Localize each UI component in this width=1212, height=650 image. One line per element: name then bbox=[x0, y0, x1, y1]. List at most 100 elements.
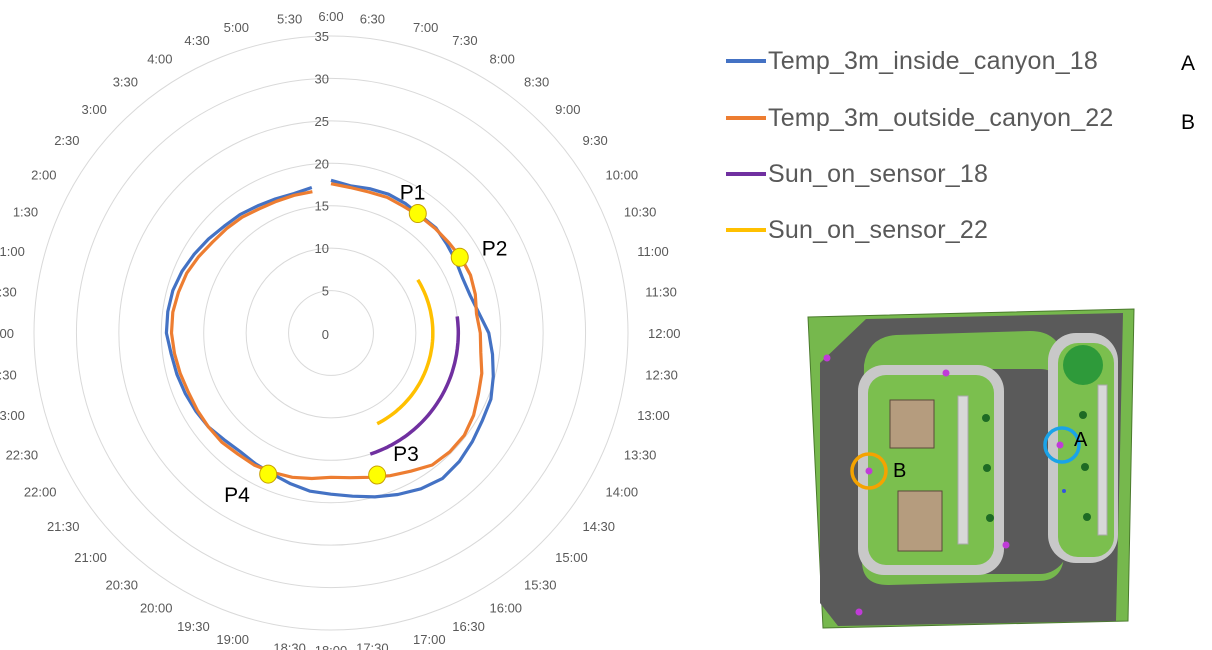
time-tick-label: 18:30 bbox=[273, 640, 306, 650]
radar-grid bbox=[33, 35, 629, 631]
grid-ring bbox=[75, 77, 587, 589]
grid-ring bbox=[33, 35, 629, 631]
marker-dot bbox=[368, 465, 387, 485]
time-tick-label: 11:30 bbox=[645, 285, 677, 300]
time-tick-label: 6:00 bbox=[318, 9, 343, 24]
tree-small bbox=[983, 464, 991, 472]
marker-label: P3 bbox=[393, 443, 419, 466]
legend-swatch bbox=[726, 59, 766, 63]
legend-item-sun-22: Sun_on_sensor_22 bbox=[726, 213, 988, 247]
time-tick-label: 4:30 bbox=[184, 33, 209, 48]
bench-strip-east bbox=[1097, 384, 1108, 536]
sensor-a-label: A bbox=[1074, 429, 1088, 451]
grid-ring bbox=[245, 247, 417, 419]
time-tick-label: 12:00 bbox=[648, 326, 681, 341]
time-tick-label: 14:30 bbox=[582, 519, 615, 534]
time-tick-label: 19:00 bbox=[216, 632, 249, 647]
time-tick-label: 0:30 bbox=[0, 285, 17, 300]
time-tick-label: 3:30 bbox=[113, 75, 138, 90]
series-layer bbox=[164, 178, 495, 499]
sensor-dot bbox=[855, 608, 863, 616]
time-tick-label: 16:30 bbox=[452, 619, 485, 634]
time-tick-label: 18:00 bbox=[315, 643, 348, 650]
time-tick-label: 20:00 bbox=[140, 601, 173, 616]
time-tick-label: 22:30 bbox=[6, 447, 39, 462]
grid-ring bbox=[288, 290, 374, 376]
time-tick-label: 3:00 bbox=[82, 102, 107, 117]
legend-swatch bbox=[726, 116, 766, 120]
radial-tick-label: 5 bbox=[322, 284, 329, 299]
marker-label: P1 bbox=[400, 182, 426, 205]
time-tick-label: 21:00 bbox=[74, 550, 107, 565]
time-tick-label: 1:00 bbox=[0, 244, 25, 259]
marker-dot bbox=[450, 247, 469, 267]
legend-swatch bbox=[726, 228, 766, 232]
time-tick-label: 4:00 bbox=[147, 51, 172, 66]
site-map: B A bbox=[807, 308, 1135, 629]
marker-label: P4 bbox=[224, 484, 250, 507]
time-tick-label: 15:30 bbox=[524, 577, 557, 592]
time-tick-label: 8:30 bbox=[524, 75, 549, 90]
time-tick-label: 17:30 bbox=[356, 640, 389, 650]
time-tick-label: 14:00 bbox=[606, 485, 639, 500]
radial-tick-label: 0 bbox=[322, 327, 329, 342]
time-tick-label: 22:00 bbox=[24, 485, 57, 500]
time-tick-label: 2:00 bbox=[31, 168, 56, 183]
radial-tick-label: 15 bbox=[315, 199, 329, 214]
time-tick-label: 5:30 bbox=[277, 12, 302, 27]
marker-label: P2 bbox=[482, 237, 508, 260]
time-tick-labels: 6:00 6:30 7:00 7:30 8:00 8:30 9:00 9:30 10:00 10:… bbox=[0, 9, 681, 650]
time-tick-label: 23:30 bbox=[0, 367, 17, 382]
series-line bbox=[164, 178, 495, 499]
sensor-b-circle bbox=[850, 452, 888, 490]
legend-label: Temp_3m_outside_canyon_22 bbox=[768, 103, 1114, 132]
time-tick-label: 1:30 bbox=[13, 205, 38, 220]
marker-layer: P1 P2 P3 P4 bbox=[224, 182, 507, 508]
radar-chart: 0 5 10 15 20 25 30 35 6:00 6:30 7:00 7:30 8:00 8:30 9… bbox=[0, 9, 681, 650]
time-tick-label: 13:00 bbox=[637, 408, 670, 423]
time-tick-label: 21:30 bbox=[47, 519, 80, 534]
time-tick-label: 19:30 bbox=[177, 619, 210, 634]
legend-label: Temp_3m_inside_canyon_18 bbox=[768, 46, 1099, 75]
time-tick-label: 9:30 bbox=[582, 133, 607, 148]
legend-item-outside-canyon: Temp_3m_outside_canyon_22 bbox=[726, 101, 1114, 135]
time-tick-label: 20:30 bbox=[105, 577, 138, 592]
tree-small bbox=[1081, 463, 1089, 471]
marker-dot bbox=[259, 464, 278, 484]
legend-tag-b: B bbox=[1181, 111, 1196, 134]
time-tick-label: 17:00 bbox=[413, 632, 446, 647]
radial-tick-label: 25 bbox=[315, 114, 329, 129]
grid-ring bbox=[160, 162, 502, 504]
time-tick-label: 6:30 bbox=[360, 12, 385, 27]
sensor-dot bbox=[1002, 541, 1010, 549]
time-tick-label: 12:30 bbox=[645, 367, 678, 382]
radial-tick-label: 30 bbox=[315, 71, 329, 86]
tree-small bbox=[982, 414, 990, 422]
time-tick-label: 10:00 bbox=[606, 168, 639, 183]
legend-item-inside-canyon: Temp_3m_inside_canyon_18 bbox=[726, 44, 1098, 78]
sensor-dot bbox=[865, 467, 873, 475]
tree-large bbox=[1063, 345, 1103, 385]
sensor-dot bbox=[823, 354, 831, 362]
time-tick-label: 10:30 bbox=[624, 205, 657, 220]
radial-tick-labels: 0 5 10 15 20 25 30 35 bbox=[315, 29, 329, 342]
time-tick-label: 2:30 bbox=[54, 133, 79, 148]
legend-tag-a: A bbox=[1181, 52, 1196, 75]
time-tick-label: 11:00 bbox=[637, 244, 669, 259]
marker-dot bbox=[408, 204, 427, 224]
series-arc bbox=[376, 278, 435, 426]
sensor-dot-blue bbox=[1062, 489, 1066, 493]
legend-label: Sun_on_sensor_18 bbox=[768, 159, 989, 188]
time-tick-label: 0:00 bbox=[0, 326, 14, 341]
legend-item-sun-18: Sun_on_sensor_18 bbox=[726, 157, 988, 191]
sensor-a-circle bbox=[1043, 426, 1081, 464]
grid-ring bbox=[118, 120, 544, 546]
legend: Temp_3m_inside_canyon_18 A Temp_3m_outsi… bbox=[726, 38, 1206, 268]
radial-tick-label: 20 bbox=[315, 156, 329, 171]
radial-tick-label: 10 bbox=[315, 241, 329, 256]
legend-label: Sun_on_sensor_22 bbox=[768, 215, 989, 244]
tree-small bbox=[986, 514, 994, 522]
time-tick-label: 7:00 bbox=[413, 20, 438, 35]
radial-tick-label: 35 bbox=[315, 29, 329, 44]
sensor-b-label: B bbox=[893, 460, 906, 482]
